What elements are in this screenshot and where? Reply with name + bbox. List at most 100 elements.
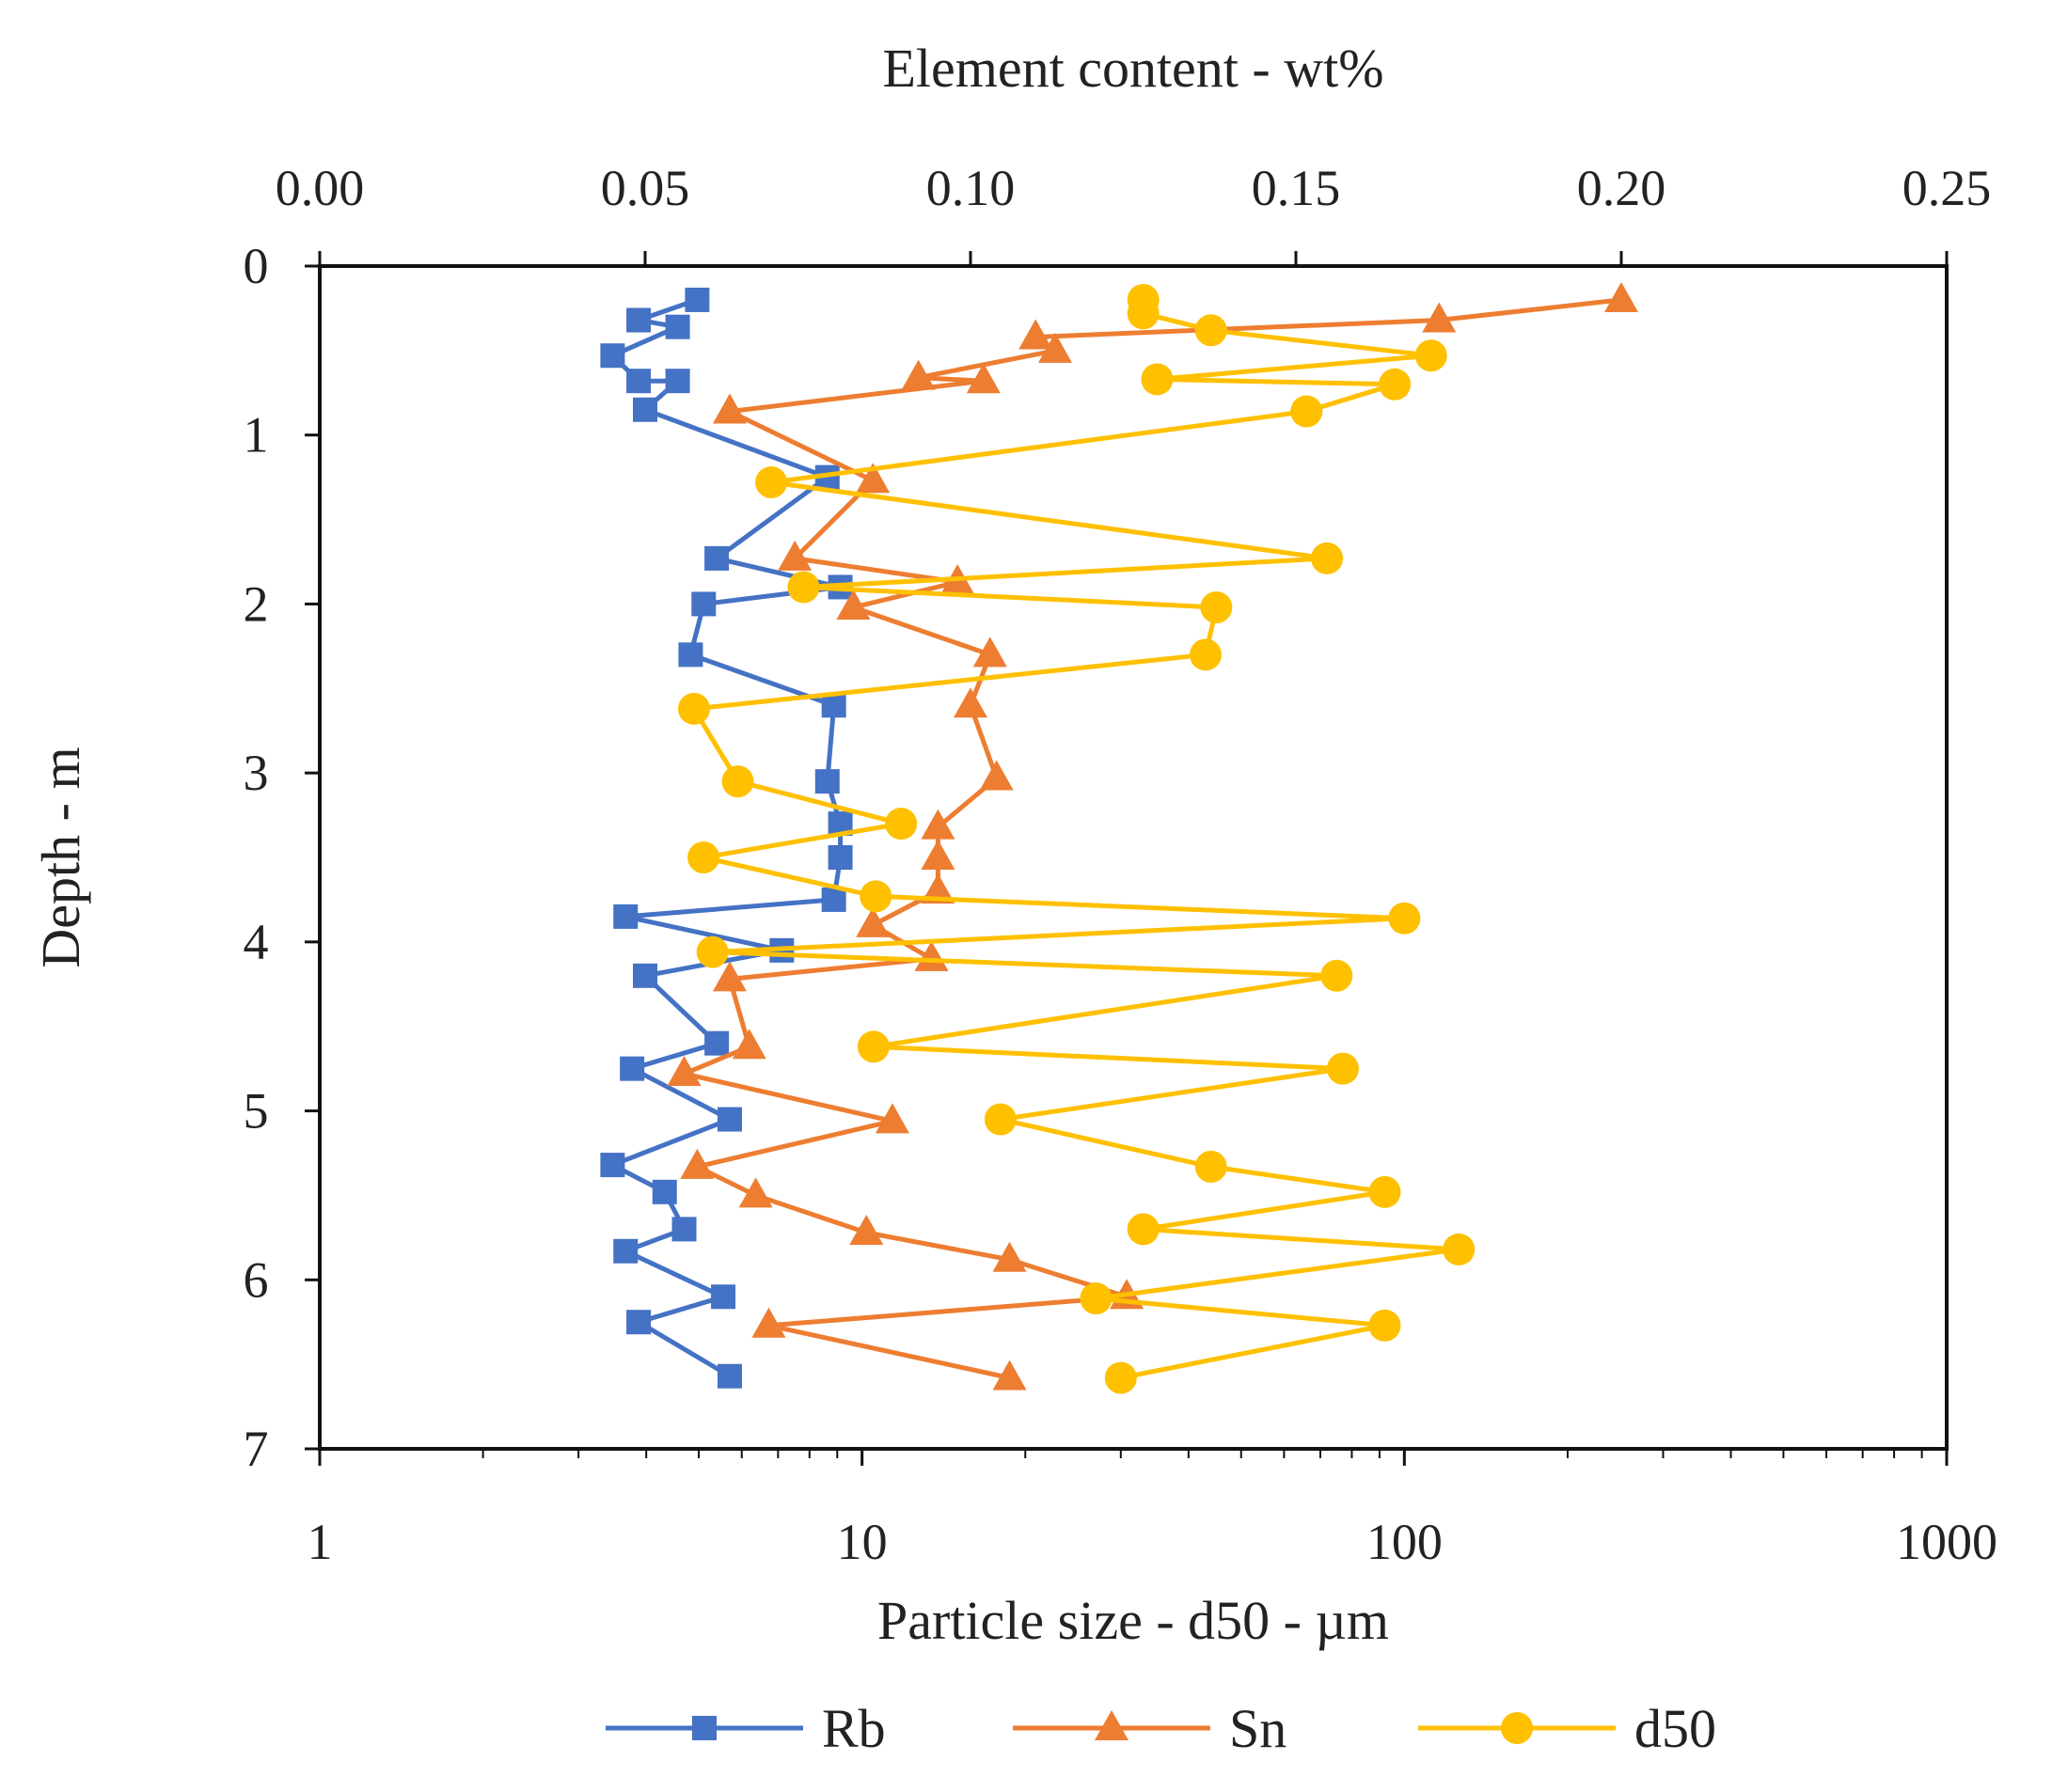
data-point-d50 [1379, 368, 1412, 401]
data-point-sn [901, 359, 936, 390]
legend-marker-rb [692, 1716, 717, 1740]
legend-marker-sn [1095, 1710, 1129, 1740]
data-point-d50 [1127, 297, 1160, 330]
data-point-d50 [1326, 1052, 1359, 1085]
data-point-d50 [755, 466, 788, 499]
data-point-sn [875, 1103, 909, 1134]
data-point-d50 [857, 1030, 890, 1063]
bottom-axis-tick-label: 10 [837, 1514, 888, 1570]
data-point-rb [717, 1107, 742, 1132]
data-point-d50 [1104, 1361, 1137, 1394]
data-point-rb [600, 343, 625, 369]
data-point-rb [633, 397, 657, 422]
data-point-sn [712, 961, 747, 992]
data-point-rb [691, 591, 717, 617]
data-point-rb [633, 963, 657, 988]
top-axis-tick-label: 0.20 [1577, 160, 1666, 216]
data-point-sn [738, 1177, 773, 1208]
data-point-sn [712, 393, 747, 424]
series-d50 [678, 283, 1476, 1394]
data-point-d50 [1194, 314, 1227, 347]
data-point-d50 [696, 935, 729, 968]
series-sn [667, 281, 1638, 1391]
data-point-sn [751, 1307, 786, 1338]
data-point-sn [972, 637, 1007, 668]
data-point-sn [856, 463, 891, 494]
top-axis-title: Element content - wt% [882, 38, 1383, 99]
data-point-sn [954, 687, 987, 718]
y-axis-tick-label: 5 [244, 1083, 269, 1140]
top-axis-tick-label: 0.10 [926, 160, 1016, 216]
data-point-sn [1604, 281, 1638, 312]
top-axis-tick-label: 0.25 [1902, 160, 1992, 216]
data-point-rb [821, 887, 846, 912]
data-point-rb [814, 769, 840, 794]
data-point-sn [1018, 319, 1053, 350]
data-point-d50 [1443, 1233, 1476, 1265]
data-point-sn [992, 1241, 1027, 1272]
data-point-rb [717, 1363, 742, 1389]
legend: Rb Sn d50 [606, 1698, 1716, 1759]
data-point-d50 [787, 571, 820, 604]
legend-label-sn: Sn [1229, 1698, 1286, 1759]
data-point-sn [992, 1360, 1027, 1391]
data-point-sn [836, 589, 871, 621]
data-point-sn [732, 1029, 766, 1060]
data-point-rb [671, 1217, 697, 1242]
data-point-rb [620, 1056, 645, 1081]
bottom-axis-title: Particle size - d50 - µm [877, 1590, 1389, 1651]
top-axis-tick-label: 0.00 [276, 160, 365, 216]
bottom-axis-tick-label: 100 [1366, 1514, 1443, 1570]
data-point-d50 [1189, 638, 1222, 671]
y-axis-tick-label: 4 [244, 914, 269, 970]
data-point-sn [921, 872, 955, 904]
y-axis-tick-label: 3 [244, 745, 269, 801]
data-point-d50 [1368, 1175, 1401, 1208]
data-point-d50 [1127, 1213, 1160, 1246]
series-rb [600, 287, 853, 1389]
data-point-sn [680, 1148, 715, 1179]
data-point-sn [914, 940, 949, 971]
data-point-sn [1422, 302, 1457, 333]
plot-area [600, 281, 1638, 1394]
data-point-rb [685, 287, 710, 312]
data-point-sn [921, 840, 955, 870]
data-point-sn [856, 906, 891, 937]
legend-label-d50: d50 [1634, 1698, 1716, 1759]
data-point-sn [667, 1056, 702, 1087]
data-point-rb [652, 1179, 677, 1204]
data-point-sn [921, 809, 955, 840]
data-point-d50 [1388, 902, 1421, 935]
data-point-sn [1037, 332, 1072, 363]
y-axis-tick-label: 0 [244, 238, 269, 294]
data-point-rb [626, 1310, 652, 1335]
bottom-axis-tick-label: 1000 [1896, 1514, 1997, 1570]
data-point-sn [778, 540, 813, 571]
y-axis-tick-label: 1 [244, 407, 269, 464]
top-axis-tick-label: 0.15 [1252, 160, 1341, 216]
y-axis-tick-label: 6 [244, 1251, 269, 1308]
data-point-sn [849, 1214, 884, 1245]
y-axis-tick-label: 7 [244, 1421, 269, 1477]
data-point-rb [678, 642, 703, 668]
data-point-d50 [1194, 1150, 1227, 1183]
data-point-rb [613, 904, 639, 929]
y-axis-tick-label: 2 [244, 575, 269, 632]
data-point-rb [821, 693, 846, 718]
top-axis-tick-label: 0.05 [601, 160, 690, 216]
data-point-d50 [1141, 363, 1174, 396]
data-point-d50 [678, 692, 711, 725]
data-point-sn [979, 760, 1014, 791]
data-point-d50 [687, 841, 720, 873]
data-point-rb [711, 1284, 736, 1310]
data-point-rb [704, 545, 730, 571]
data-point-rb [600, 1153, 625, 1178]
data-point-d50 [1290, 395, 1323, 428]
data-point-d50 [1200, 591, 1233, 624]
data-point-rb [626, 307, 652, 333]
data-point-d50 [885, 808, 918, 841]
data-point-rb [665, 314, 690, 339]
data-point-d50 [1414, 339, 1447, 372]
